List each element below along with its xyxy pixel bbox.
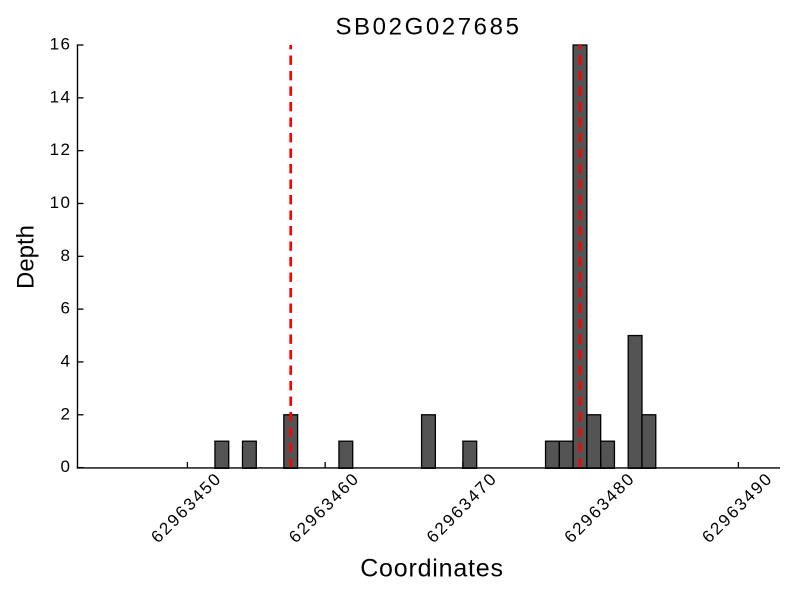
svg-text:2: 2 — [61, 404, 72, 423]
svg-text:14: 14 — [50, 87, 72, 106]
svg-text:12: 12 — [50, 140, 72, 159]
svg-text:16: 16 — [50, 35, 72, 54]
svg-text:Depth: Depth — [13, 225, 40, 289]
svg-text:Coordinates: Coordinates — [360, 555, 504, 583]
svg-text:8: 8 — [61, 246, 72, 265]
svg-text:4: 4 — [61, 352, 72, 371]
svg-text:6: 6 — [61, 299, 72, 318]
svg-text:0: 0 — [61, 457, 72, 476]
svg-text:SB02G027685: SB02G027685 — [335, 14, 521, 41]
svg-text:10: 10 — [50, 193, 72, 212]
